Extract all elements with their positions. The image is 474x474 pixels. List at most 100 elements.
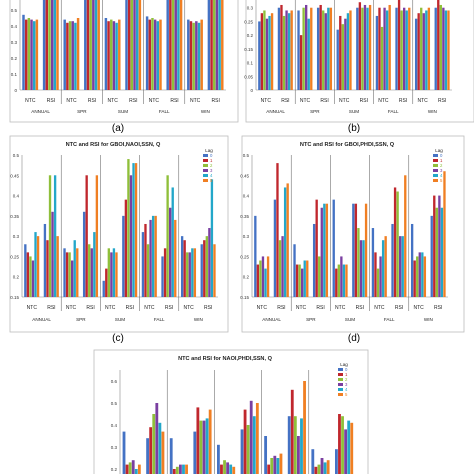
bar [141, 232, 145, 297]
bar [287, 13, 291, 91]
bar [422, 13, 425, 91]
category-label: RSI [47, 305, 55, 311]
bar [36, 236, 40, 297]
bar [273, 455, 277, 474]
bar [208, 409, 212, 474]
category-label: RSI [212, 98, 220, 104]
bar [191, 248, 194, 297]
bar [268, 15, 271, 90]
y-tick-label: 0.4 [243, 194, 250, 199]
bar [342, 264, 346, 297]
bar [104, 18, 108, 90]
bar [185, 464, 188, 474]
legend-label: 5 [440, 178, 443, 183]
bar [107, 21, 110, 91]
bar [434, 7, 437, 91]
legend-label: 0 [440, 153, 443, 158]
bar [338, 414, 341, 474]
bar [396, 191, 399, 297]
bar [118, 19, 121, 91]
category-label: RSI [88, 98, 96, 104]
chart-title: NTC and RSI for GBOI,PHDI,SSN, Q [300, 142, 395, 148]
bar [259, 260, 262, 297]
bar [437, 0, 440, 91]
bar [76, 18, 80, 90]
bar [350, 422, 354, 474]
bar [107, 248, 110, 297]
bar [374, 252, 377, 297]
group-label: SUM [345, 317, 355, 322]
bar-group [24, 159, 216, 297]
bar [154, 215, 157, 297]
bar [279, 453, 283, 474]
bar [63, 248, 66, 297]
bar [299, 35, 303, 90]
bar [260, 13, 264, 91]
bar [302, 7, 305, 91]
bar [134, 469, 138, 474]
bar [161, 431, 165, 474]
panel-frame [9, 135, 229, 333]
bar [127, 159, 130, 297]
category-label: RSI [86, 305, 94, 311]
y-tick-label: 0.1 [247, 61, 254, 66]
bar [200, 244, 203, 297]
group-label: FALL [159, 109, 170, 114]
category-label: RSI [316, 305, 324, 311]
bar [319, 4, 322, 90]
bar [276, 163, 279, 297]
group-label: FALL [154, 317, 165, 322]
bar [149, 427, 153, 474]
legend-swatch [433, 164, 438, 167]
legend-label: 1 [440, 158, 443, 163]
legend-swatch [203, 164, 208, 167]
bar [122, 215, 125, 297]
bar [137, 464, 141, 474]
bar [29, 256, 32, 297]
bar [312, 223, 316, 297]
y-tick-label: 0.2 [13, 275, 20, 280]
category-label: NTC [108, 98, 119, 104]
bar [366, 7, 369, 91]
bar [208, 228, 211, 297]
bar [89, 0, 92, 90]
bar [42, 0, 46, 90]
y-tick-label: 0.3 [11, 40, 18, 45]
category-label: RSI [356, 305, 364, 311]
bar [297, 436, 300, 474]
bar [303, 381, 306, 474]
bar [314, 466, 318, 474]
group-label: SUM [118, 109, 128, 114]
category-label: NTC [25, 98, 36, 104]
bar [131, 460, 135, 474]
category-label: RSI [129, 98, 137, 104]
category-label: NTC [335, 305, 346, 311]
bar [297, 10, 300, 91]
bar [249, 400, 253, 474]
bar [439, 4, 442, 90]
bar [256, 264, 260, 297]
bar [397, 0, 401, 91]
legend-label: 0 [210, 153, 213, 158]
legend-swatch [338, 378, 343, 381]
bar [30, 19, 33, 91]
category-label: NTC [417, 98, 428, 104]
bar [375, 15, 379, 90]
group-label: ANNUAL [262, 317, 281, 322]
bar [48, 175, 52, 297]
y-tick-label: 0.15 [244, 47, 253, 52]
bar-group [254, 163, 446, 297]
group-label: SPR [77, 109, 87, 114]
bar [277, 7, 281, 91]
category-label: NTC [378, 98, 389, 104]
bar [115, 22, 118, 90]
bar [76, 248, 79, 297]
bar [404, 175, 407, 297]
y-tick-label: 0.25 [244, 19, 253, 24]
bar [442, 7, 445, 91]
category-label: NTC [105, 305, 116, 311]
bar [324, 13, 327, 91]
bar [443, 171, 446, 297]
bar [129, 175, 133, 297]
group-label: ANNUAL [266, 109, 285, 114]
